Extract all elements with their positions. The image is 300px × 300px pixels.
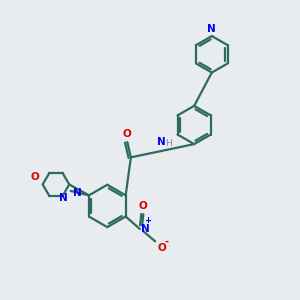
Text: +: +: [144, 216, 151, 225]
Text: -: -: [164, 237, 169, 247]
Text: O: O: [139, 201, 148, 211]
Text: N: N: [208, 24, 216, 34]
Text: H: H: [166, 140, 172, 148]
Text: O: O: [30, 172, 39, 182]
Text: N: N: [141, 224, 150, 234]
Text: N: N: [59, 193, 68, 203]
Text: O: O: [158, 243, 166, 253]
Text: N: N: [73, 188, 82, 198]
Text: N: N: [157, 137, 165, 147]
Text: O: O: [123, 129, 132, 139]
